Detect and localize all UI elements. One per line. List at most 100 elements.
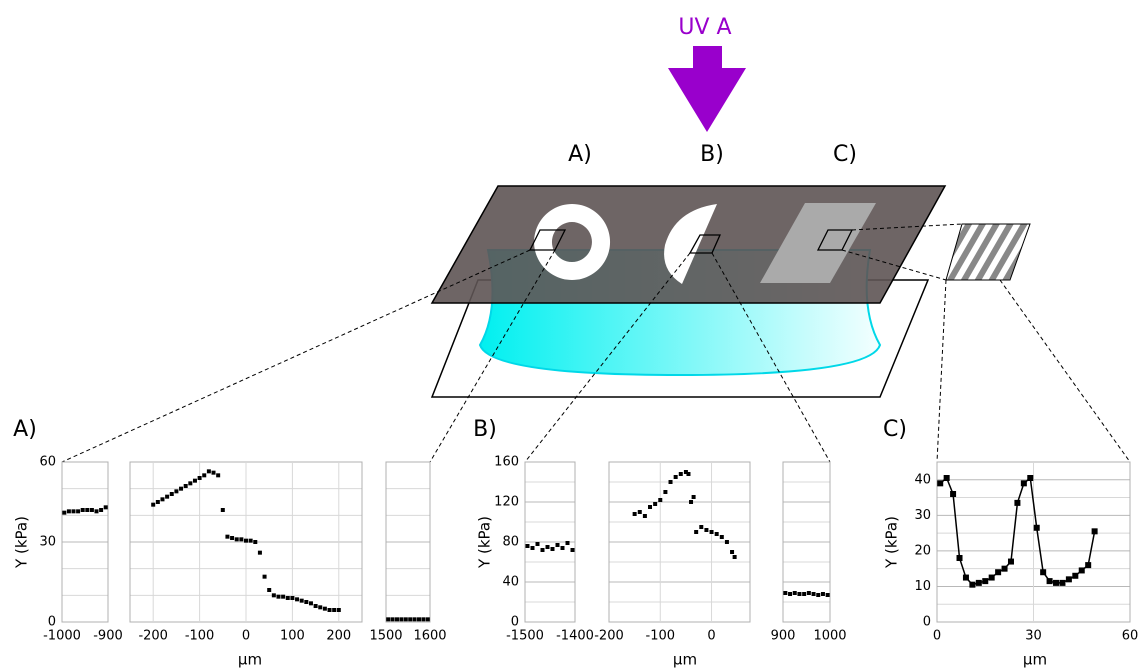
y-tick-label: 0	[48, 615, 56, 630]
x-tick-label: 30	[1025, 629, 1042, 644]
data-point	[531, 546, 535, 550]
x-tick-label: 0	[242, 629, 250, 644]
data-point	[969, 582, 975, 588]
data-point	[286, 596, 290, 600]
data-point	[328, 608, 332, 612]
data-point	[541, 548, 545, 552]
data-point	[193, 479, 197, 483]
data-point	[276, 595, 280, 599]
data-point	[692, 495, 696, 499]
data-point	[300, 599, 304, 603]
x-tick-label: -100	[646, 629, 676, 644]
panel-label: C)	[883, 417, 907, 442]
y-tick-label: 30	[39, 535, 56, 550]
data-point	[663, 490, 667, 494]
uv-label: UV A	[678, 15, 731, 40]
data-point	[1034, 525, 1040, 531]
data-point	[267, 588, 271, 592]
data-point	[686, 472, 690, 476]
data-point	[62, 511, 66, 515]
data-point	[720, 535, 724, 539]
data-point	[982, 578, 988, 584]
data-point	[546, 545, 550, 549]
data-point	[290, 596, 294, 600]
y-tick-label: 0	[923, 615, 931, 630]
data-point	[1047, 578, 1053, 584]
data-point	[165, 495, 169, 499]
data-point	[1014, 500, 1020, 506]
data-point	[216, 473, 220, 477]
panel-label: B)	[473, 417, 497, 442]
data-point	[404, 617, 408, 621]
x-axis-label: µm	[238, 651, 262, 669]
data-point	[694, 530, 698, 534]
y-tick-label: 40	[502, 575, 519, 590]
y-tick-label: 40	[914, 472, 931, 487]
data-point	[99, 508, 103, 512]
data-point	[170, 492, 174, 496]
x-tick-label: 200	[326, 629, 351, 644]
data-point	[556, 543, 560, 547]
data-point	[156, 500, 160, 504]
data-point	[408, 617, 412, 621]
data-point	[802, 592, 806, 596]
mask-label: A)	[568, 142, 592, 167]
data-point	[963, 575, 969, 581]
data-point	[633, 512, 637, 516]
data-point	[318, 605, 322, 609]
y-tick-label: 20	[914, 543, 931, 558]
data-point	[314, 604, 318, 608]
y-axis-label: Y (kPa)	[883, 516, 901, 569]
data-point	[566, 541, 570, 545]
data-point	[674, 475, 678, 479]
data-point	[1079, 567, 1085, 573]
data-point	[689, 500, 693, 504]
data-point	[235, 537, 239, 541]
data-point	[976, 580, 982, 586]
data-point	[230, 536, 234, 540]
data-point	[1066, 576, 1072, 582]
data-point	[733, 555, 737, 559]
data-point	[704, 528, 708, 532]
mask-label: C)	[833, 142, 857, 167]
data-point	[244, 539, 248, 543]
x-tick-label: -1500	[506, 629, 544, 644]
data-point	[638, 510, 642, 514]
y-tick-label: 60	[39, 455, 56, 470]
data-point	[821, 592, 825, 596]
data-point	[679, 472, 683, 476]
x-axis-label: µm	[1023, 651, 1047, 669]
data-point	[989, 575, 995, 581]
data-point	[198, 476, 202, 480]
y-axis-label: Y (kPa)	[476, 516, 494, 569]
data-point	[1002, 566, 1008, 572]
data-point	[658, 498, 662, 502]
data-point	[160, 497, 164, 501]
x-tick-label: -200	[594, 629, 624, 644]
data-point	[699, 525, 703, 529]
y-axis-label: Y (kPa)	[13, 516, 31, 569]
data-point	[332, 608, 336, 612]
data-point	[536, 542, 540, 546]
data-point	[295, 597, 299, 601]
x-tick-label: -900	[93, 629, 123, 644]
mask-label: B)	[700, 142, 724, 167]
x-tick-label: -1000	[43, 629, 81, 644]
data-point	[648, 505, 652, 509]
uv-arrow	[668, 46, 746, 132]
data-point	[1085, 562, 1091, 568]
data-point	[1021, 480, 1027, 486]
data-point	[207, 469, 211, 473]
data-point	[710, 530, 714, 534]
y-tick-label: 160	[494, 455, 519, 470]
x-tick-label: 1600	[413, 629, 446, 644]
data-point	[281, 595, 285, 599]
data-point	[399, 617, 403, 621]
x-tick-label: 900	[771, 629, 796, 644]
data-point	[85, 508, 89, 512]
data-point	[1092, 528, 1098, 534]
data-point	[725, 540, 729, 544]
data-point	[239, 537, 243, 541]
data-point	[1053, 580, 1059, 586]
x-axis-label: µm	[673, 651, 697, 669]
